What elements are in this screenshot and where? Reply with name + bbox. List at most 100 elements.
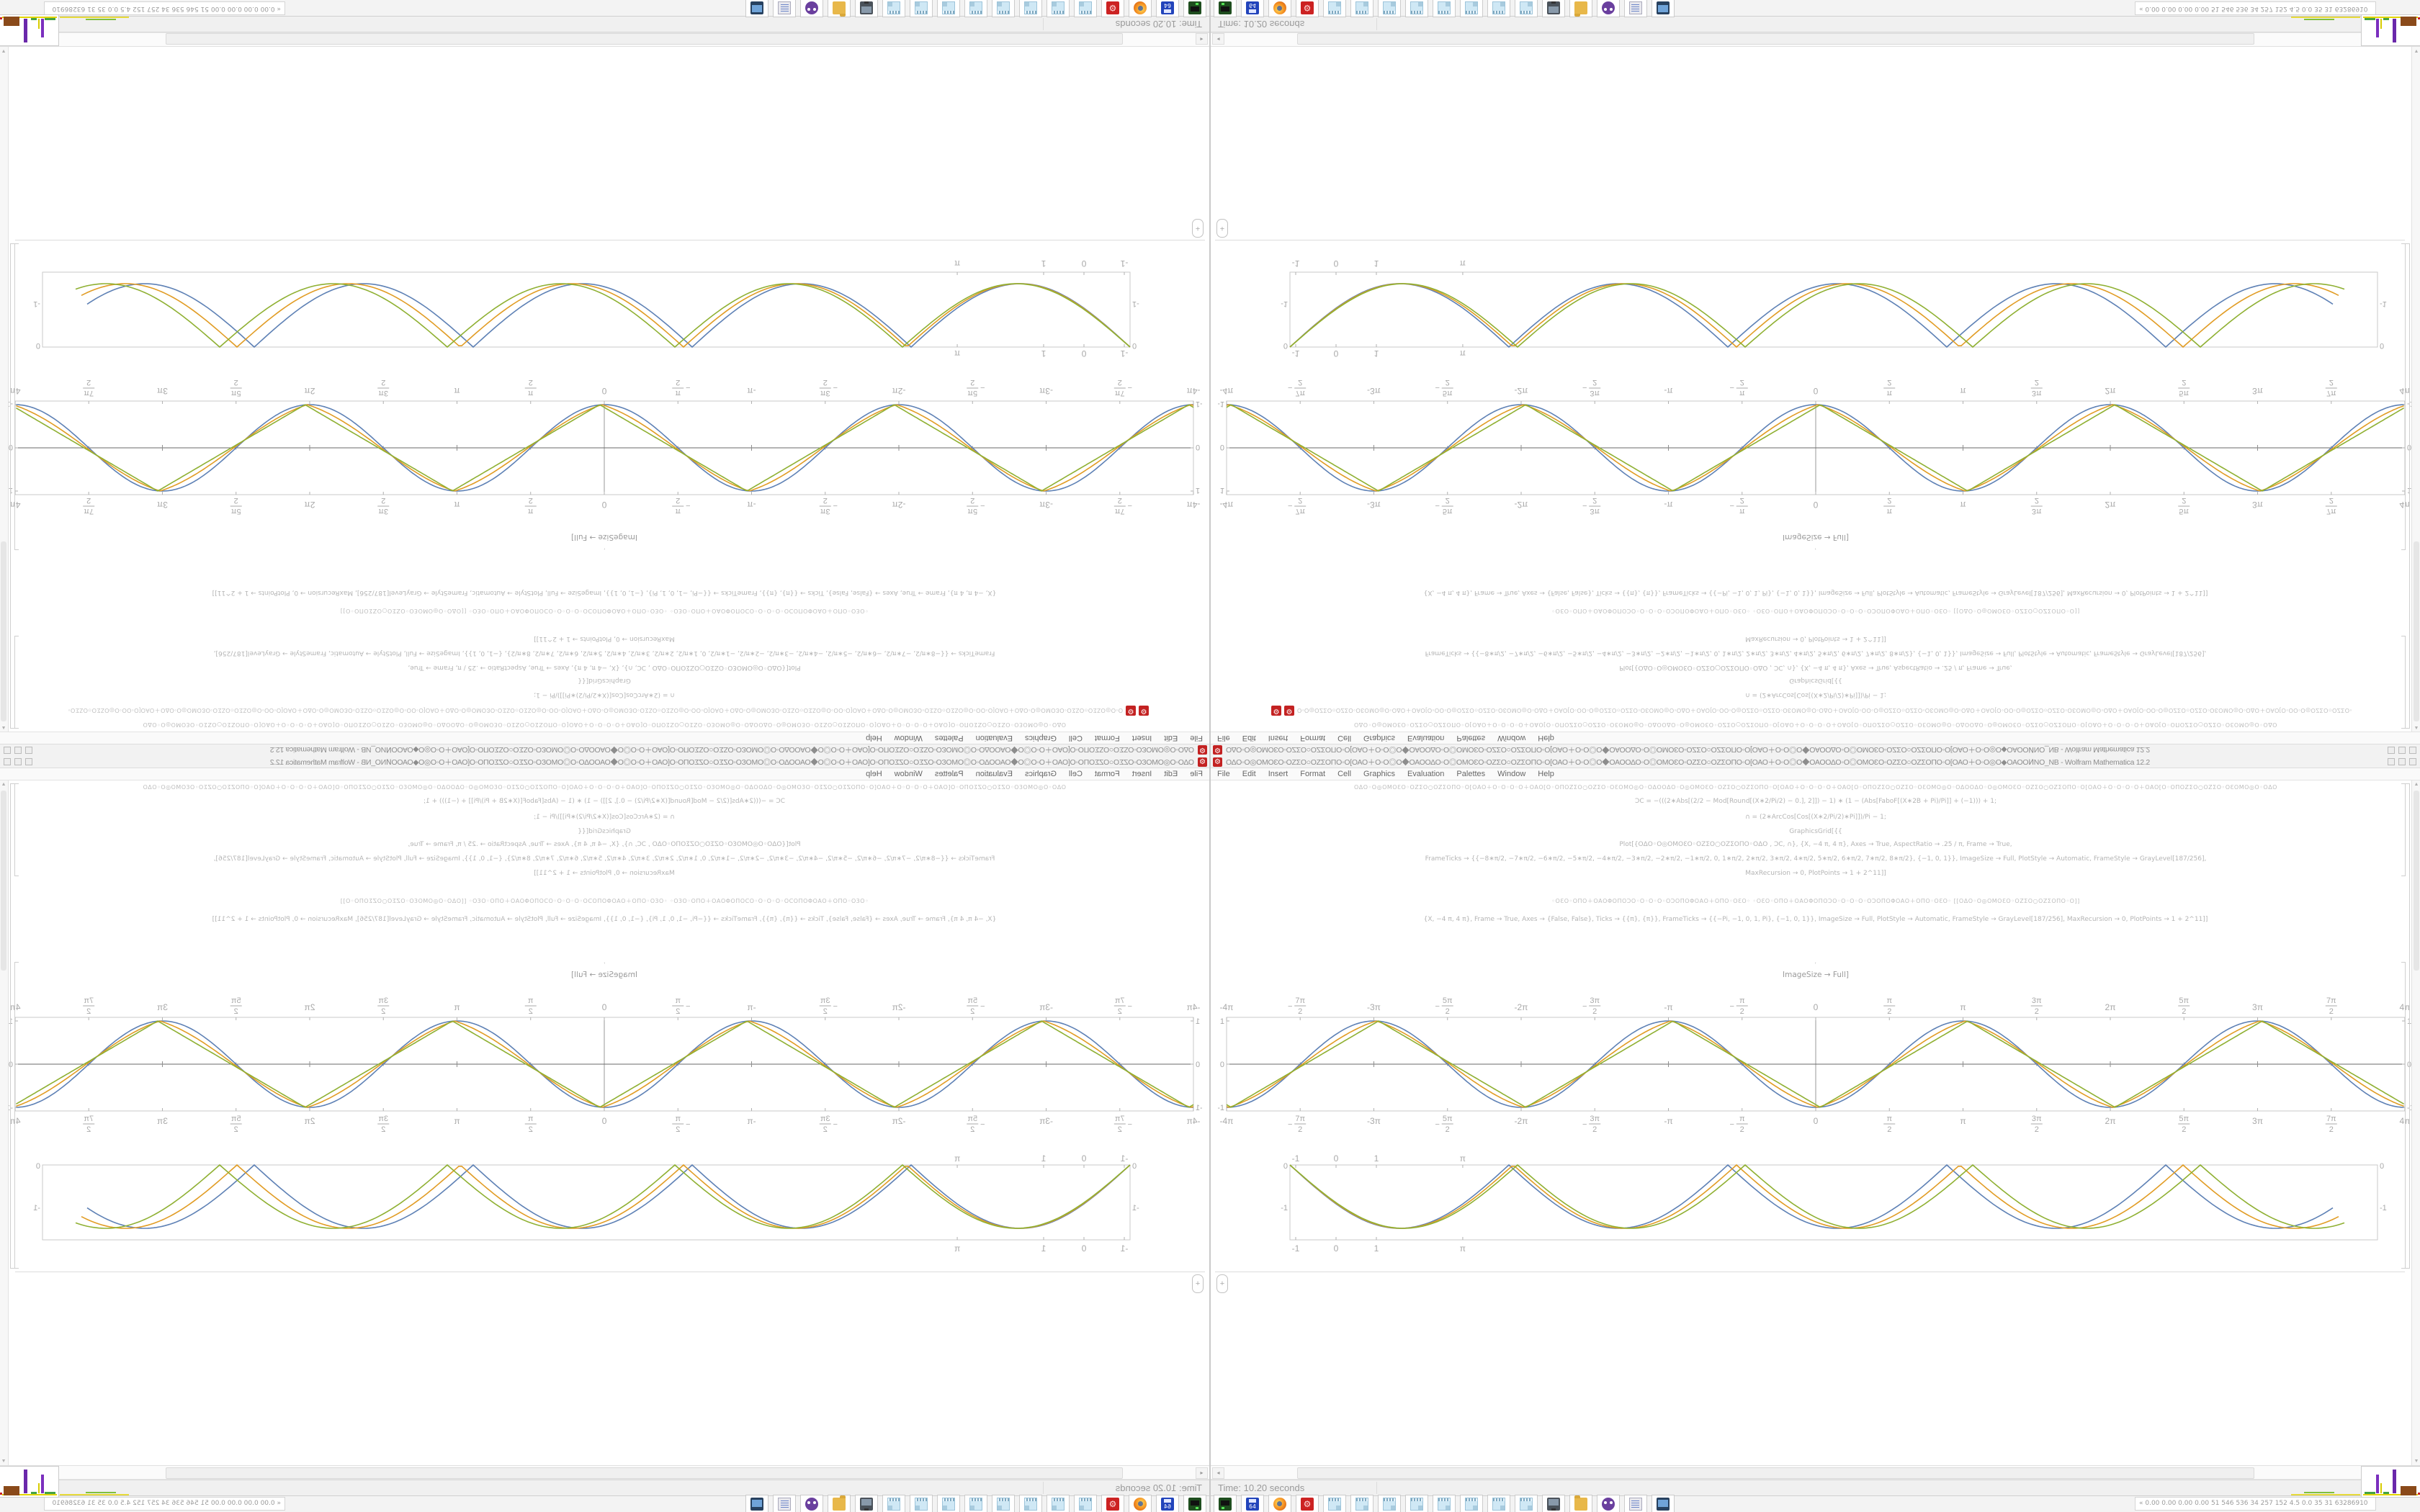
menu-item-help[interactable]: Help	[1538, 734, 1554, 742]
folder-icon[interactable]	[828, 0, 851, 17]
cell-bracket-outer[interactable]	[2406, 243, 2410, 729]
photo-monitor-icon[interactable]	[1542, 1495, 1565, 1512]
maximize-button[interactable]	[14, 747, 22, 754]
minimize-button[interactable]	[2388, 758, 2395, 765]
notepad-icon[interactable]	[937, 0, 960, 17]
cell-bracket-output[interactable]	[14, 243, 19, 550]
maximize-button[interactable]	[14, 758, 22, 765]
menu-item-evaluation[interactable]: Evaluation	[975, 734, 1013, 742]
maximize-button[interactable]	[2398, 747, 2406, 754]
horizontal-scroll-thumb[interactable]	[1297, 1467, 2254, 1479]
notepad-icon[interactable]	[1350, 0, 1373, 17]
window-controls[interactable]	[2388, 747, 2416, 754]
cell-bracket-output[interactable]	[14, 962, 19, 1269]
folder-icon[interactable]	[1569, 0, 1592, 17]
notepad-icon[interactable]	[1047, 1495, 1070, 1512]
horizontal-scroll-thumb[interactable]	[1297, 33, 2254, 45]
floppy-drive-icon[interactable]	[1214, 0, 1237, 17]
scroll-down-icon[interactable]: ▼	[2414, 1459, 2419, 1464]
red-gear-icon[interactable]: ⚙	[1284, 706, 1294, 716]
notepad-icon[interactable]	[910, 0, 933, 17]
notepad-icon[interactable]	[964, 1495, 987, 1512]
photo-monitor-icon[interactable]	[855, 0, 878, 17]
cell-bracket-input[interactable]	[2401, 783, 2406, 876]
cell-bracket-input[interactable]	[2401, 636, 2406, 729]
close-button[interactable]	[2409, 747, 2416, 754]
firefox-icon[interactable]	[1129, 1495, 1152, 1512]
menu-item-window[interactable]: Window	[1497, 734, 1526, 742]
notepad-icon[interactable]	[1405, 0, 1428, 17]
menu-item-format[interactable]: Format	[1300, 734, 1326, 742]
scroll-up-icon[interactable]: ▲	[1, 725, 6, 730]
window-titlebar[interactable]: ⚙ ΟΔΟ◦Ο◎ΟΜΟƐΟ◦ΟΖΣΟ○ΟΖΣΟΠΟ◦Ο[ΟΑΟ＋Ο◦Ο◎Ο◆ΟΑ…	[1211, 756, 2420, 768]
menu-item-cell[interactable]: Cell	[1068, 734, 1083, 742]
vertical-scroll-thumb[interactable]	[2414, 541, 2419, 721]
red-gear-icon[interactable]: ⚙	[1126, 706, 1136, 716]
notepad-icon[interactable]	[1019, 1495, 1042, 1512]
scroll-document-icon[interactable]	[773, 1495, 796, 1512]
menu-item-edit[interactable]: Edit	[1164, 770, 1178, 778]
vertical-scroll-thumb[interactable]	[1, 791, 6, 971]
blue-screen-icon[interactable]	[745, 0, 768, 17]
horizontal-scrollbar[interactable]: ◂ ▸	[1211, 1465, 2420, 1480]
menu-item-insert[interactable]: Insert	[1131, 770, 1152, 778]
notepad-icon[interactable]	[1350, 1495, 1373, 1512]
notepad-icon[interactable]	[1515, 0, 1538, 17]
floppy-drive-icon[interactable]	[1183, 1495, 1206, 1512]
gimp-icon[interactable]	[1597, 0, 1620, 17]
floppy-drive-icon[interactable]	[1183, 0, 1206, 17]
menu-item-cell[interactable]: Cell	[1337, 770, 1352, 778]
close-button[interactable]	[2409, 758, 2416, 765]
menu-item-format[interactable]: Format	[1094, 734, 1120, 742]
photo-monitor-icon[interactable]	[855, 1495, 878, 1512]
scroll-up-icon[interactable]: ▲	[1, 782, 6, 787]
notepad-icon[interactable]	[1323, 1495, 1346, 1512]
red-gear-icon[interactable]: ⚙	[1101, 0, 1124, 17]
scroll-up-icon[interactable]: ▲	[2414, 725, 2419, 730]
folder-icon[interactable]	[1569, 1495, 1592, 1512]
menu-item-evaluation[interactable]: Evaluation	[975, 770, 1013, 778]
minimize-button[interactable]	[2388, 747, 2395, 754]
red-gear-icon[interactable]: ⚙	[1139, 706, 1149, 716]
menu-item-help[interactable]: Help	[1538, 770, 1554, 778]
notepad-icon[interactable]	[1019, 0, 1042, 17]
cell-insert-button[interactable]: +	[1192, 219, 1204, 238]
menu-item-window[interactable]: Window	[1497, 770, 1526, 778]
menu-item-insert[interactable]: Insert	[1268, 734, 1289, 742]
menu-item-graphics[interactable]: Graphics	[1363, 770, 1396, 778]
cell-bracket-output[interactable]	[2401, 243, 2406, 550]
red-gear-icon[interactable]: ⚙	[1296, 1495, 1319, 1512]
maximize-button[interactable]	[2398, 758, 2406, 765]
notepad-icon[interactable]	[964, 0, 987, 17]
close-button[interactable]	[4, 747, 11, 754]
notepad-icon[interactable]	[1378, 1495, 1401, 1512]
menu-item-graphics[interactable]: Graphics	[1363, 734, 1396, 742]
cell-bracket-input[interactable]	[14, 783, 19, 876]
photo-monitor-icon[interactable]	[1542, 0, 1565, 17]
blue-screen-icon[interactable]	[1652, 0, 1675, 17]
notepad-icon[interactable]	[1047, 0, 1070, 17]
vertical-scroll-thumb[interactable]	[2414, 791, 2419, 971]
vertical-scrollbar[interactable]: ▲ ▼	[2411, 47, 2420, 732]
horizontal-scroll-thumb[interactable]	[166, 1467, 1123, 1479]
notepad-icon[interactable]	[1433, 1495, 1456, 1512]
window-controls[interactable]	[2388, 758, 2416, 765]
menu-item-graphics[interactable]: Graphics	[1024, 770, 1057, 778]
menu-item-format[interactable]: Format	[1094, 770, 1120, 778]
vertical-scroll-thumb[interactable]	[1, 541, 6, 721]
vertical-scrollbar[interactable]: ▲ ▼	[0, 47, 9, 732]
scroll-left-icon[interactable]: ◂	[1212, 33, 1224, 45]
notepad-icon[interactable]	[1074, 0, 1097, 17]
menu-item-file[interactable]: File	[1217, 734, 1230, 742]
notepad-icon[interactable]	[992, 1495, 1015, 1512]
menu-item-cell[interactable]: Cell	[1337, 734, 1352, 742]
scroll-down-icon[interactable]: ▼	[1, 48, 6, 53]
menu-item-palettes[interactable]: Palettes	[1456, 734, 1486, 742]
red-gear-icon[interactable]: ⚙	[1296, 0, 1319, 17]
gimp-icon[interactable]	[1597, 1495, 1620, 1512]
scroll-left-icon[interactable]: ◂	[1196, 1467, 1208, 1479]
notepad-icon[interactable]	[1460, 0, 1483, 17]
vertical-scrollbar[interactable]: ▲ ▼	[0, 780, 9, 1465]
firefox-icon[interactable]	[1129, 0, 1152, 17]
notepad-icon[interactable]	[910, 1495, 933, 1512]
